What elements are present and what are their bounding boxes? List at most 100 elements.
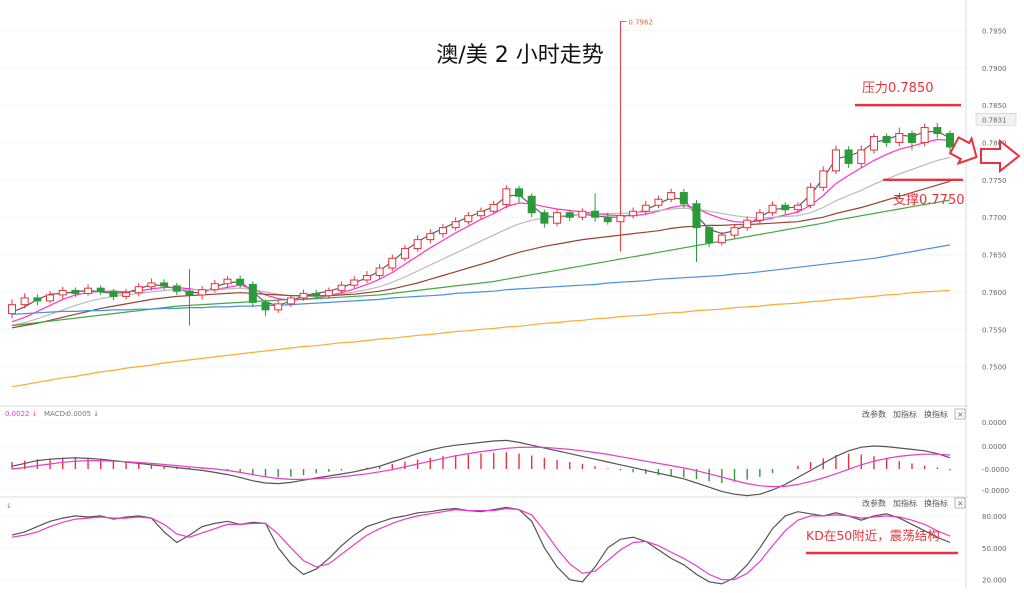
- candle-body: [286, 297, 295, 305]
- candle-body: [717, 234, 726, 244]
- last-price-label: 0.7831: [982, 116, 1007, 124]
- candle-body: [629, 210, 638, 217]
- candle-body: [654, 198, 663, 206]
- candle-body: [755, 212, 764, 221]
- macd-label-name: MACD:: [44, 410, 67, 418]
- candle-body: [172, 285, 181, 292]
- kd-toolbar-button[interactable]: 换指标: [924, 498, 948, 508]
- panel-borders: [0, 0, 968, 588]
- candle-body: [185, 290, 194, 296]
- grid-lines: [0, 29, 966, 581]
- candle-body: [844, 149, 853, 164]
- main-y-tick-label: 0.7600: [982, 289, 1007, 297]
- close-icon-box[interactable]: [954, 408, 966, 420]
- candle-body: [388, 257, 397, 269]
- macd-label-value: 0.0022 ↓: [5, 410, 38, 418]
- y-axis-labels: 0.7950 0.7900 0.7850 0.7800 0.7750 0.7700 0.76…: [975, 27, 1017, 585]
- candle-body: [819, 170, 828, 188]
- close-icon-box[interactable]: [954, 497, 966, 509]
- kd-annotation-label: KD在50附近，震荡结构: [806, 528, 940, 543]
- kd-y-tick-label: 50.000: [982, 545, 1007, 553]
- candle-body: [134, 286, 143, 294]
- candle-body: [58, 289, 67, 296]
- candle-body: [375, 267, 384, 276]
- resistance-label: 压力0.7850: [862, 81, 934, 96]
- macd-y-tick-label: -0.0000: [982, 487, 1009, 495]
- candle-body: [122, 292, 131, 297]
- candle-body: [565, 212, 574, 218]
- candle-body: [857, 149, 866, 164]
- candle-body: [515, 188, 524, 197]
- candle-body: [362, 274, 371, 281]
- moving-average-line: [11, 289, 951, 388]
- candle-body: [793, 204, 802, 211]
- candle-body: [261, 301, 270, 311]
- kd-close-button[interactable]: ×: [954, 497, 966, 509]
- moving-average-line: [11, 199, 951, 327]
- candle-body: [464, 215, 473, 223]
- candle-body: [324, 289, 333, 297]
- candle-body: [20, 297, 29, 306]
- kd-toolbar-button[interactable]: 加指标: [893, 498, 917, 508]
- macd-y-tick-label: -0.0000: [982, 466, 1009, 474]
- main-panel: 0.7962: [8, 18, 954, 388]
- support-label: 支撑0.7750: [893, 193, 965, 208]
- candle-body: [641, 204, 650, 212]
- candle-body: [933, 127, 942, 135]
- macd-close-button[interactable]: ×: [954, 408, 966, 420]
- close-icon[interactable]: ×: [957, 499, 964, 508]
- candle-body: [489, 204, 498, 212]
- candle-body: [236, 278, 245, 285]
- candle-body: [591, 210, 600, 218]
- candle-body: [274, 303, 283, 311]
- candle-body: [603, 216, 612, 223]
- candle-body: [527, 195, 536, 214]
- candle-body: [71, 289, 80, 294]
- candle-body: [831, 149, 840, 172]
- candle-body: [616, 215, 625, 223]
- spike-high-label: 0.7962: [628, 18, 653, 26]
- candle-body: [350, 279, 359, 286]
- candle-body: [451, 221, 460, 229]
- candle-body: [540, 212, 549, 224]
- candle-body: [96, 287, 105, 292]
- candle-body: [223, 278, 232, 285]
- main-y-tick-label: 0.7900: [982, 65, 1007, 73]
- candle-body: [299, 292, 308, 299]
- macd-dif-line: [11, 439, 951, 497]
- kd-indicator-arrow: ↓: [6, 502, 12, 510]
- candle-body: [781, 204, 790, 211]
- annotations: 压力0.7850 支撑0.7750 KD在50附近，震荡结构: [806, 81, 1021, 555]
- candle-body: [692, 203, 701, 229]
- candle-body: [426, 233, 435, 241]
- macd-toolbar-button[interactable]: 换指标: [924, 409, 948, 419]
- candle-body: [400, 248, 409, 259]
- arrow-right-icon: [980, 138, 1021, 174]
- candle-body: [553, 212, 562, 224]
- kd-d-line: [11, 507, 951, 581]
- close-icon[interactable]: ×: [957, 410, 964, 419]
- macd-toolbar-button[interactable]: 改参数: [862, 409, 886, 419]
- candle-body: [84, 287, 93, 294]
- main-y-tick-label: 0.7800: [982, 139, 1007, 147]
- kd-k-line: [11, 506, 951, 585]
- candle-body: [768, 204, 777, 214]
- candle-body: [248, 283, 257, 303]
- kd-toolbar-button[interactable]: 改参数: [862, 498, 886, 508]
- candle-body: [578, 210, 587, 218]
- candle-body: [198, 289, 207, 296]
- candle-body: [210, 283, 219, 291]
- main-y-tick-label: 0.7650: [982, 252, 1007, 260]
- macd-toolbar-button[interactable]: 加指标: [893, 409, 917, 419]
- macd-y-tick-label: 0.0000: [982, 443, 1007, 451]
- candle-body: [907, 133, 916, 143]
- last-price-badge: [975, 113, 1017, 126]
- chart-title: 澳/美 2 小时走势: [436, 43, 603, 68]
- candle-body: [312, 292, 321, 297]
- moving-average-line: [11, 244, 951, 315]
- kd-y-tick-label: 20.000: [982, 577, 1007, 585]
- candle-body: [869, 136, 878, 151]
- indicator-toolbars: 改参数 加指标 换指标 ×改参数 加指标 换指标 ×: [862, 408, 966, 509]
- candle-body: [920, 127, 929, 143]
